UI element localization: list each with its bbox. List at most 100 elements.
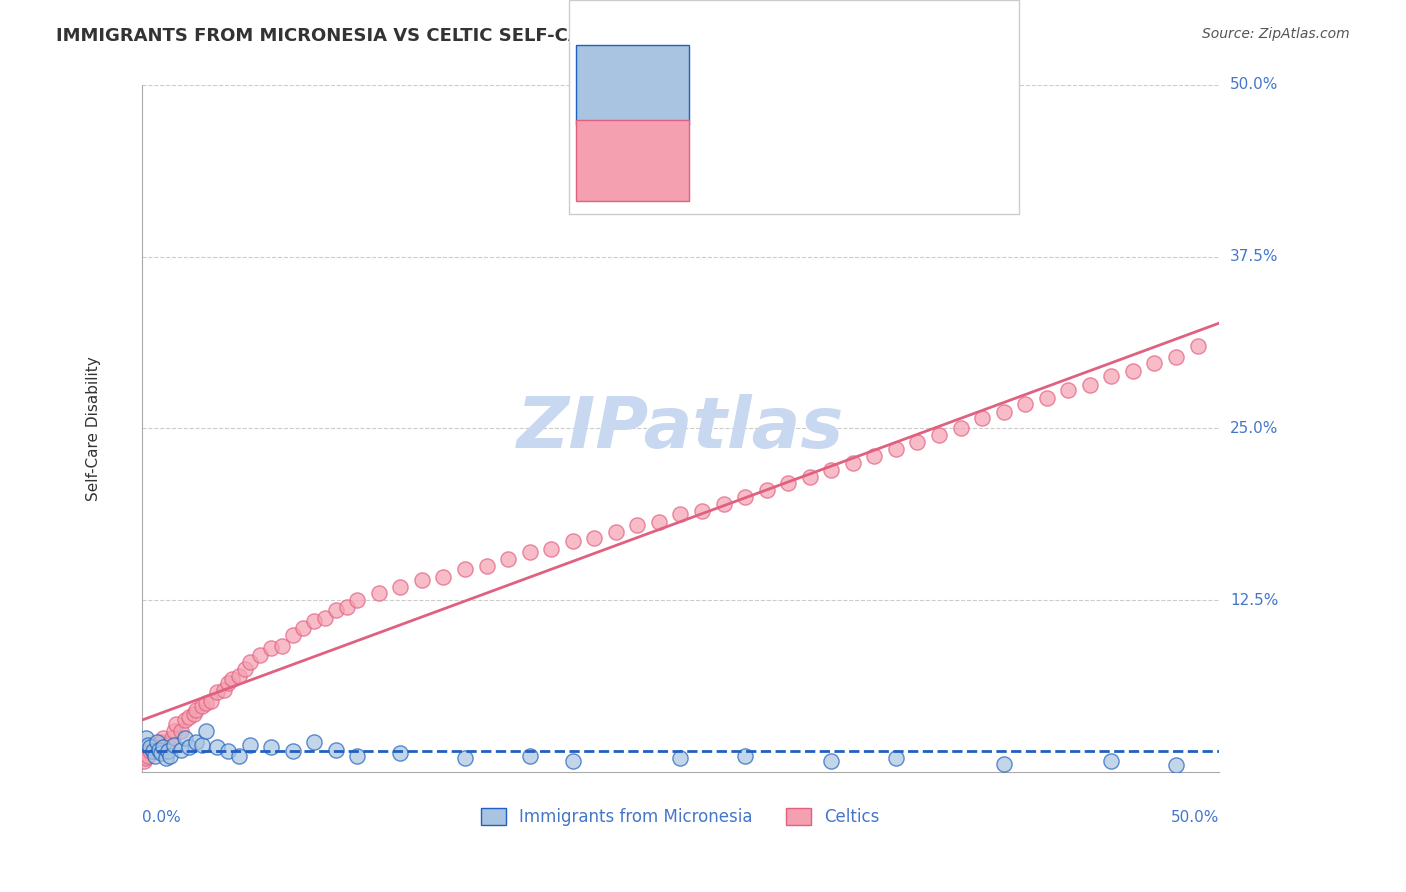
- Point: [148, 740, 170, 755]
- Point: [325, 603, 347, 617]
- Point: [907, 435, 929, 450]
- Point: [292, 621, 315, 635]
- Point: [519, 545, 541, 559]
- Point: [1143, 355, 1166, 369]
- Point: [148, 743, 170, 757]
- Point: [195, 696, 218, 710]
- Point: [156, 744, 179, 758]
- Point: [260, 641, 283, 656]
- Point: [169, 743, 191, 757]
- Point: [949, 421, 972, 435]
- Legend: Immigrants from Micronesia, Celtics: Immigrants from Micronesia, Celtics: [474, 801, 887, 832]
- Point: [335, 600, 357, 615]
- Point: [143, 738, 166, 752]
- Point: [314, 611, 336, 625]
- Point: [217, 675, 239, 690]
- Point: [179, 710, 201, 724]
- Point: [281, 627, 304, 641]
- Point: [169, 723, 191, 738]
- Point: [228, 748, 250, 763]
- Point: [519, 748, 541, 763]
- Point: [155, 751, 177, 765]
- Point: [389, 746, 412, 760]
- Point: [454, 562, 477, 576]
- Point: [152, 731, 174, 745]
- Point: [1035, 391, 1057, 405]
- Point: [302, 735, 325, 749]
- Text: 25.0%: 25.0%: [1230, 421, 1278, 436]
- Point: [540, 542, 562, 557]
- Point: [346, 593, 368, 607]
- Point: [228, 669, 250, 683]
- Point: [1057, 383, 1080, 397]
- Point: [367, 586, 389, 600]
- Point: [152, 740, 174, 755]
- Point: [135, 731, 157, 745]
- Point: [139, 740, 162, 755]
- Point: [1099, 369, 1122, 384]
- Point: [221, 672, 243, 686]
- Point: [432, 570, 454, 584]
- Point: [142, 740, 165, 755]
- Point: [233, 662, 256, 676]
- Text: Source: ZipAtlas.com: Source: ZipAtlas.com: [1202, 27, 1350, 41]
- Point: [842, 456, 865, 470]
- Point: [163, 723, 186, 738]
- Point: [820, 463, 842, 477]
- Point: [713, 497, 735, 511]
- Point: [200, 693, 222, 707]
- Point: [1164, 350, 1187, 364]
- Point: [1078, 377, 1101, 392]
- Point: [142, 744, 165, 758]
- Point: [139, 744, 162, 758]
- Point: [143, 748, 166, 763]
- Point: [993, 405, 1015, 419]
- Point: [191, 699, 214, 714]
- Point: [136, 738, 159, 752]
- Point: [669, 507, 692, 521]
- Point: [648, 515, 671, 529]
- Point: [496, 552, 519, 566]
- Point: [150, 746, 173, 760]
- Point: [561, 754, 583, 768]
- Text: 37.5%: 37.5%: [1230, 249, 1278, 264]
- Text: R = -0.001    N = 39: R = -0.001 N = 39: [696, 76, 896, 94]
- Point: [132, 754, 155, 768]
- Point: [1187, 339, 1209, 353]
- Point: [993, 756, 1015, 771]
- Point: [179, 740, 201, 755]
- Text: Self-Care Disability: Self-Care Disability: [86, 356, 101, 501]
- Point: [260, 740, 283, 755]
- Point: [669, 751, 692, 765]
- Point: [281, 744, 304, 758]
- Point: [454, 751, 477, 765]
- Text: 0.0%: 0.0%: [142, 810, 180, 825]
- Point: [135, 751, 157, 765]
- Text: 12.5%: 12.5%: [1230, 593, 1278, 607]
- Point: [325, 743, 347, 757]
- Point: [820, 754, 842, 768]
- Point: [778, 476, 800, 491]
- Point: [160, 731, 183, 745]
- Point: [238, 655, 260, 669]
- Point: [191, 738, 214, 752]
- Point: [1122, 364, 1144, 378]
- Point: [605, 524, 627, 539]
- Point: [184, 703, 207, 717]
- Text: IMMIGRANTS FROM MICRONESIA VS CELTIC SELF-CARE DISABILITY CORRELATION CHART: IMMIGRANTS FROM MICRONESIA VS CELTIC SEL…: [56, 27, 948, 45]
- Point: [183, 707, 205, 722]
- Point: [207, 740, 229, 755]
- Point: [475, 558, 498, 573]
- Point: [799, 469, 821, 483]
- Point: [863, 449, 886, 463]
- Text: R =  0.916    N = 78: R = 0.916 N = 78: [696, 150, 896, 168]
- Point: [346, 748, 368, 763]
- Point: [389, 580, 412, 594]
- Point: [972, 410, 994, 425]
- Point: [884, 751, 907, 765]
- Point: [755, 483, 778, 498]
- Point: [1014, 397, 1036, 411]
- Point: [195, 723, 218, 738]
- Point: [249, 648, 271, 663]
- Point: [184, 735, 207, 749]
